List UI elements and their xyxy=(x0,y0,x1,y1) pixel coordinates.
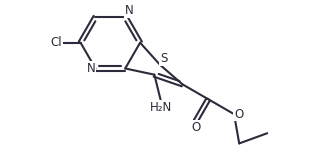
Text: N: N xyxy=(125,4,134,17)
Text: O: O xyxy=(234,108,243,121)
Text: S: S xyxy=(160,52,167,65)
Text: N: N xyxy=(87,62,95,75)
Text: Cl: Cl xyxy=(51,36,62,49)
Text: H₂N: H₂N xyxy=(150,101,172,114)
Text: O: O xyxy=(191,121,200,134)
